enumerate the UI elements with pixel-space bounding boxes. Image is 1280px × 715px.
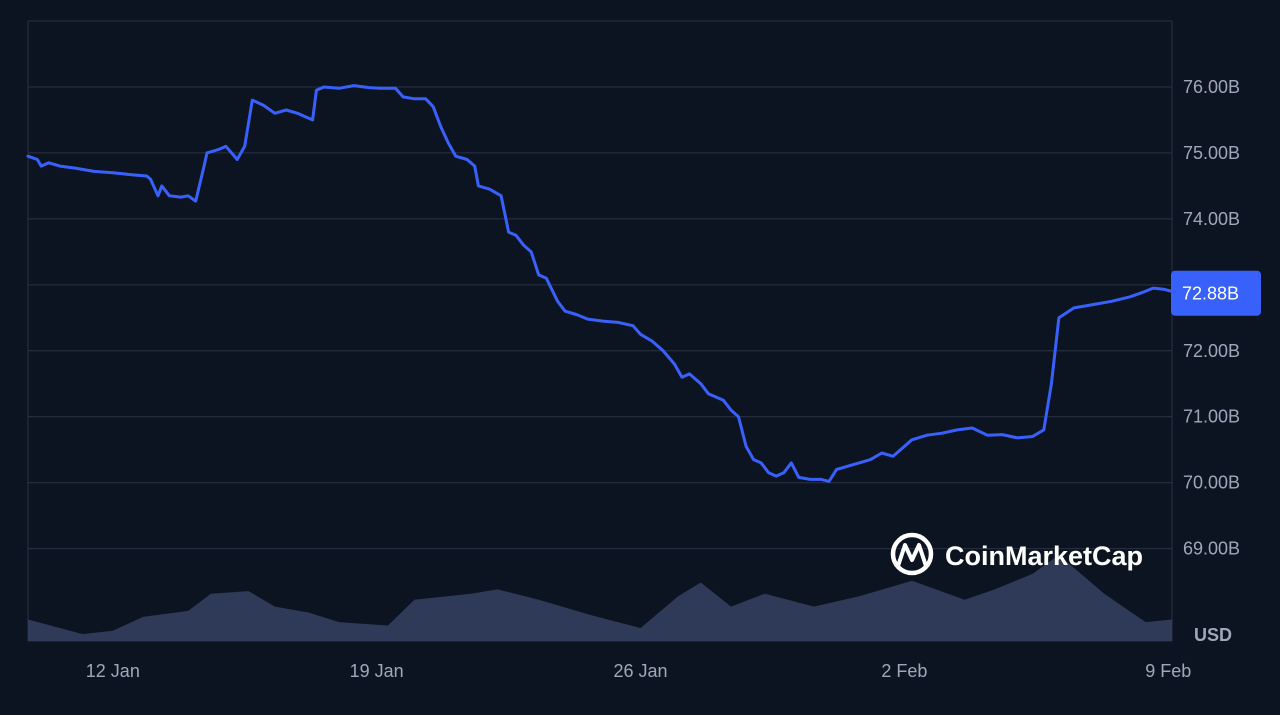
y-axis-ticks: 76.00B 75.00B 74.00B 72.00B 71.00B 70.00B 69.0… bbox=[1183, 77, 1240, 559]
volume-area-shape bbox=[28, 555, 1172, 641]
current-value-tag-background bbox=[1171, 270, 1261, 316]
x-tick-label: 2 Feb bbox=[881, 661, 927, 681]
x-tick-label: 19 Jan bbox=[350, 661, 404, 681]
y-tick-label: 69.00B bbox=[1183, 539, 1240, 559]
y-tick-label: 75.00B bbox=[1183, 143, 1240, 163]
y-tick-label: 74.00B bbox=[1183, 209, 1240, 229]
y-tick-label: 72.00B bbox=[1183, 341, 1240, 361]
y-tick-label: 76.00B bbox=[1183, 77, 1240, 97]
coinmarketcap-logo-icon bbox=[890, 532, 934, 576]
volume-area bbox=[28, 555, 1172, 641]
y-unit-label: USD bbox=[1194, 625, 1232, 645]
brand-name: CoinMarketCap bbox=[945, 541, 1143, 571]
x-tick-label: 12 Jan bbox=[86, 661, 140, 681]
price-line-path bbox=[26, 84, 1174, 483]
current-value-tag: 72.88B bbox=[1171, 270, 1261, 316]
x-tick-label: 26 Jan bbox=[613, 661, 667, 681]
x-axis-ticks: 12 Jan 19 Jan 26 Jan 2 Feb 9 Feb bbox=[86, 661, 1191, 681]
y-tick-label: 70.00B bbox=[1183, 473, 1240, 493]
y-tick-label: 71.00B bbox=[1183, 407, 1240, 427]
price-line bbox=[26, 84, 1174, 483]
current-value-label: 72.88B bbox=[1182, 284, 1239, 304]
brand-watermark: CoinMarketCap bbox=[890, 532, 1143, 576]
x-tick-label: 9 Feb bbox=[1145, 661, 1191, 681]
